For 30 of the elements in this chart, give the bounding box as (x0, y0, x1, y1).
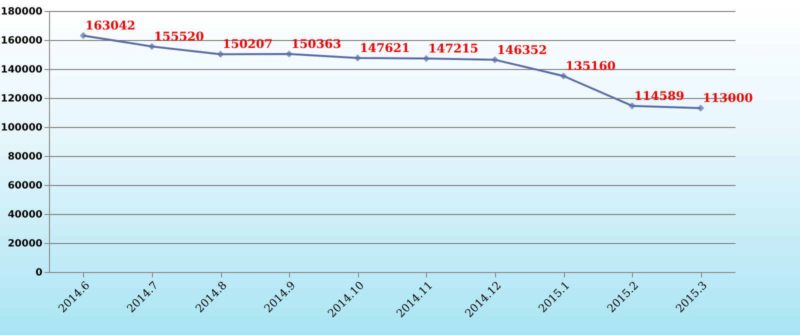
point (697, 104, 704, 112)
point (80, 32, 87, 40)
data-label: 147215 (428, 42, 478, 56)
data-label: 135160 (566, 59, 616, 74)
point (560, 72, 568, 80)
data-label: 150207 (222, 37, 273, 52)
data-label: 163042 (85, 18, 136, 33)
y-tick-label: 80000 (8, 152, 43, 162)
y-tick-label: 140000 (0, 64, 43, 76)
point (286, 50, 293, 58)
y-tick-label: 180000 (0, 6, 43, 18)
y-tick-label: 60000 (8, 180, 43, 192)
y-tick-label: 120000 (0, 94, 43, 104)
data-label: 146352 (496, 42, 548, 57)
point (491, 56, 498, 64)
point (422, 55, 430, 62)
y-tick-label: 160000 (0, 36, 43, 46)
point (148, 42, 156, 50)
point (628, 102, 636, 110)
point (216, 50, 224, 58)
data-label: 155520 (154, 29, 204, 44)
y-tick-label: 0 (36, 268, 43, 278)
data-label: 113000 (702, 91, 753, 106)
y-tick-label: 40000 (8, 210, 43, 220)
data-label: 147621 (360, 40, 410, 55)
y-tick-label: 20000 (8, 238, 43, 250)
data-label: 114589 (634, 88, 684, 103)
y-tick-label: 100000 (0, 122, 43, 134)
point (354, 54, 362, 62)
data-label: 150363 (291, 36, 342, 51)
